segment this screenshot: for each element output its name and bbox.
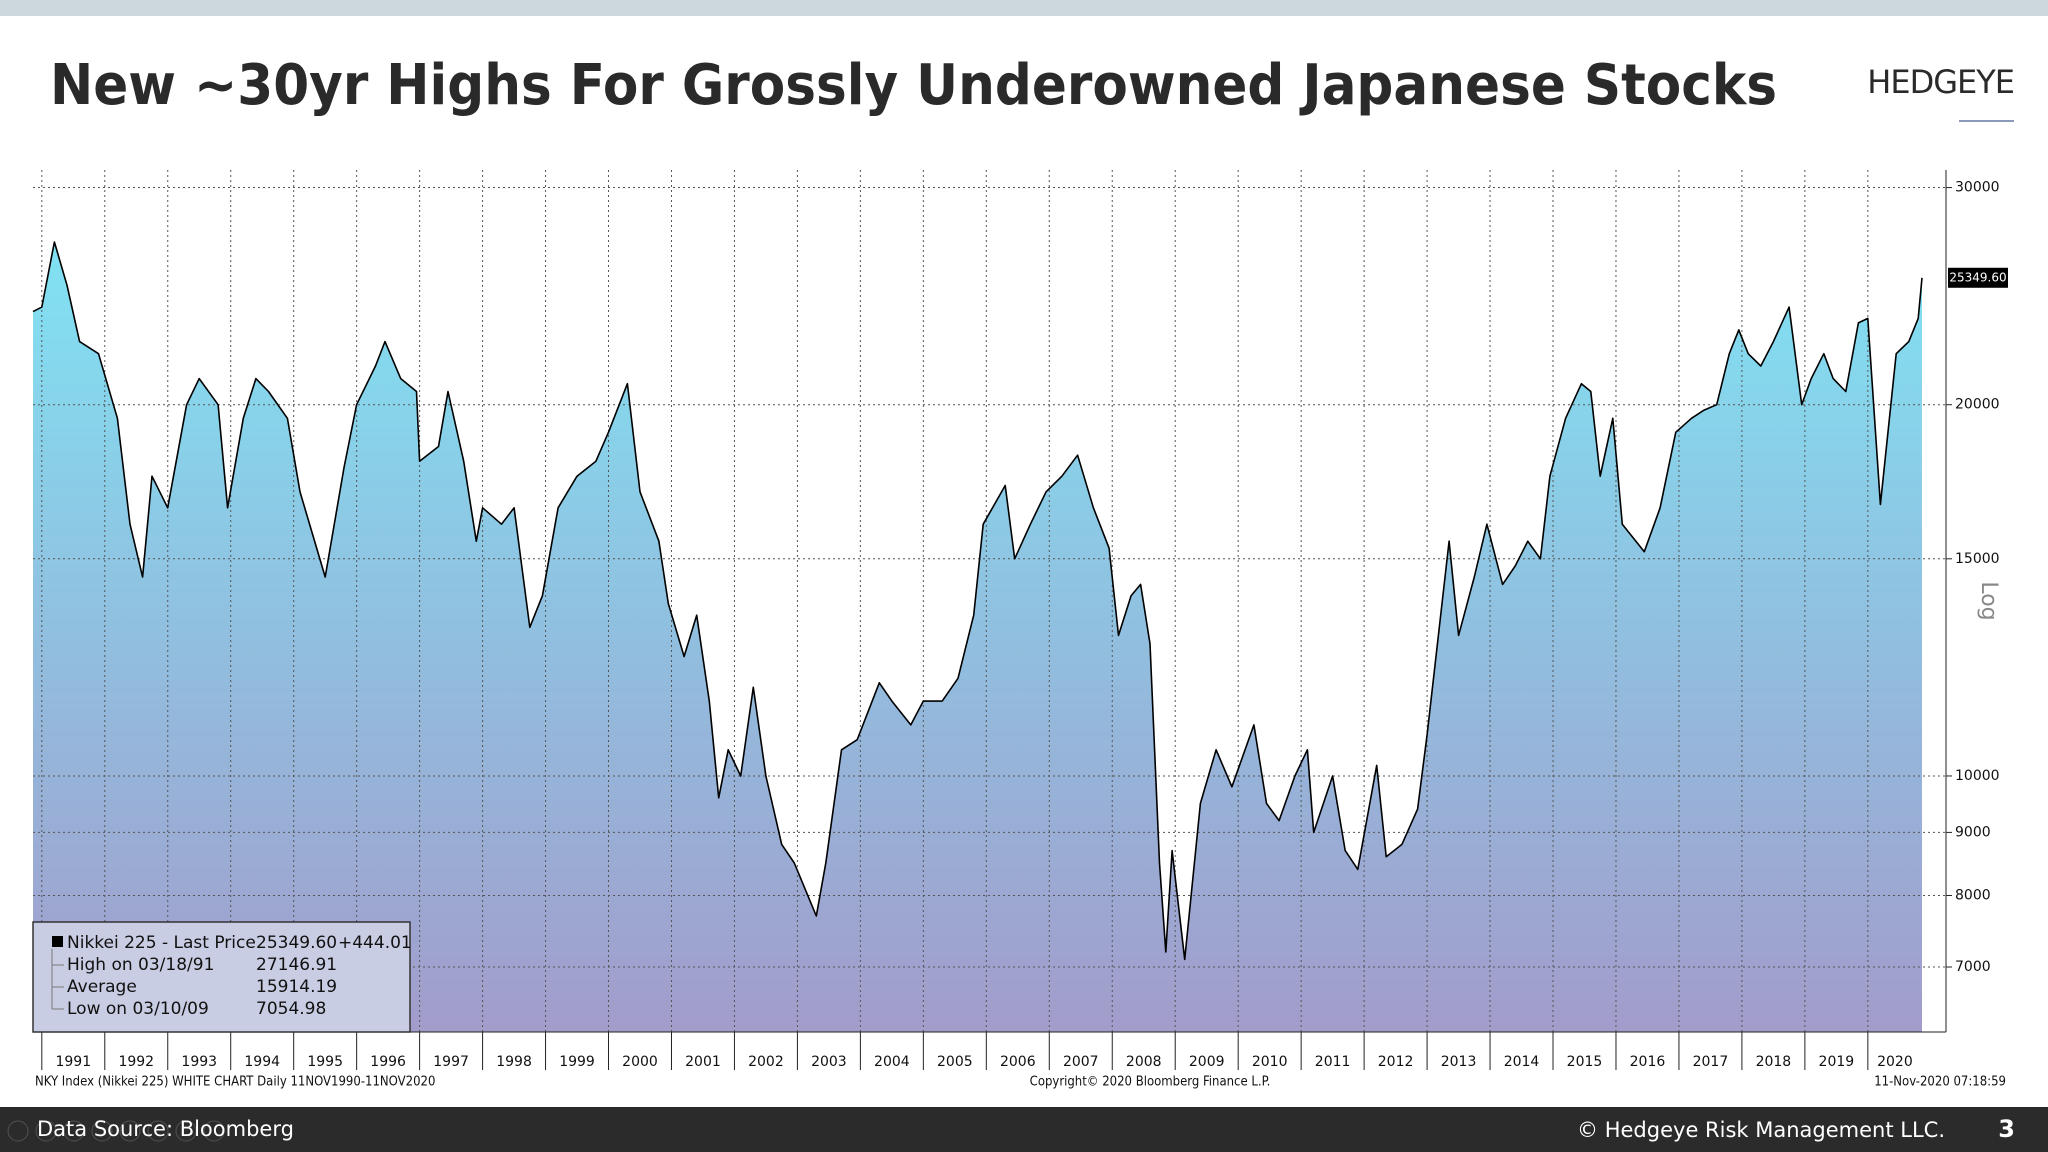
area-fill <box>33 242 1922 1032</box>
y-tick-label: 15000 <box>1955 551 2000 567</box>
x-tick-label: 1997 <box>433 1054 469 1070</box>
x-tick-label: 2014 <box>1504 1054 1540 1070</box>
data-source: Data Source: Bloomberg <box>37 1117 294 1141</box>
page-number: 3 <box>1998 1115 2015 1143</box>
legend-label: Low on 03/10/09 <box>67 999 209 1019</box>
x-tick-label: 2000 <box>622 1054 658 1070</box>
x-tick-label: 2003 <box>811 1054 847 1070</box>
footer-bar <box>0 1107 2048 1152</box>
y-tick-label: 30000 <box>1955 180 2000 196</box>
legend-swatch <box>52 936 63 947</box>
x-tick-label: 2008 <box>1126 1054 1162 1070</box>
price-line <box>32 241 1923 961</box>
x-tick-label: 2002 <box>748 1054 784 1070</box>
y-tick-label: 20000 <box>1955 397 2000 413</box>
footnote: Copyright© 2020 Bloomberg Finance L.P. <box>1030 1075 1271 1090</box>
x-tick-label: 1993 <box>181 1054 217 1070</box>
legend-label: Nikkei 225 - Last Price <box>67 933 256 953</box>
x-tick-label: 2020 <box>1877 1054 1913 1070</box>
x-tick-label: 1995 <box>307 1054 343 1070</box>
x-tick-label: 2011 <box>1315 1054 1351 1070</box>
y-axis-label: Log <box>1976 581 2001 620</box>
legend-value: 25349.60 <box>256 933 337 953</box>
y-tick-label: 8000 <box>1955 887 1991 903</box>
legend-box <box>32 921 411 1033</box>
legend-value: 27146.91 <box>256 955 337 975</box>
x-tick-label: 2018 <box>1756 1054 1792 1070</box>
legend-change: +444.01 <box>338 933 412 953</box>
x-tick-label: 1994 <box>244 1054 280 1070</box>
legend-label: High on 03/18/91 <box>67 955 214 975</box>
copyright: © Hedgeye Risk Management LLC. <box>1577 1118 1945 1142</box>
x-tick-label: 2004 <box>874 1054 910 1070</box>
slide-title: New ~30yr Highs For Grossly Underowned J… <box>50 53 1777 118</box>
x-tick-label: 1996 <box>370 1054 406 1070</box>
legend-value: 15914.19 <box>256 977 337 997</box>
x-tick-label: 2007 <box>1063 1054 1099 1070</box>
x-tick-label: 1991 <box>55 1054 91 1070</box>
x-tick-label: 2016 <box>1630 1054 1666 1070</box>
x-tick-label: 2005 <box>937 1054 973 1070</box>
x-tick-label: 1998 <box>496 1054 532 1070</box>
footnote: 11-Nov-2020 07:18:59 <box>1874 1075 2006 1090</box>
x-tick-label: 2013 <box>1441 1054 1477 1070</box>
y-tick-label: 10000 <box>1955 768 2000 784</box>
logo: HEDGEYE <box>1867 63 2014 101</box>
top-bar <box>0 0 2048 16</box>
x-tick-label: 2010 <box>1252 1054 1288 1070</box>
y-tick-label: 9000 <box>1955 824 1991 840</box>
legend-label: Average <box>67 977 137 997</box>
x-tick-label: 2001 <box>685 1054 721 1070</box>
x-tick-label: 2012 <box>1378 1054 1414 1070</box>
x-tick-label: 1992 <box>118 1054 154 1070</box>
footnote: NKY Index (Nikkei 225) WHITE CHART Daily… <box>35 1075 435 1090</box>
last-price-label: 25349.60 <box>1949 270 2006 284</box>
x-tick-label: 2006 <box>1000 1054 1036 1070</box>
x-tick-label: 2017 <box>1693 1054 1729 1070</box>
legend-value: 7054.98 <box>256 999 326 1019</box>
last-price-box <box>1948 267 2008 288</box>
chart: 7000 8000 9000 10000 15000 20000 30000 1991 1992… <box>32 170 2008 1090</box>
x-tick-label: 2019 <box>1819 1054 1855 1070</box>
y-tick-label: 7000 <box>1955 959 1991 975</box>
x-tick-label: 2015 <box>1567 1054 1603 1070</box>
x-tick-label: 1999 <box>559 1054 595 1070</box>
nav-icons <box>7 1120 225 1142</box>
x-tick-label: 2009 <box>1189 1054 1225 1070</box>
